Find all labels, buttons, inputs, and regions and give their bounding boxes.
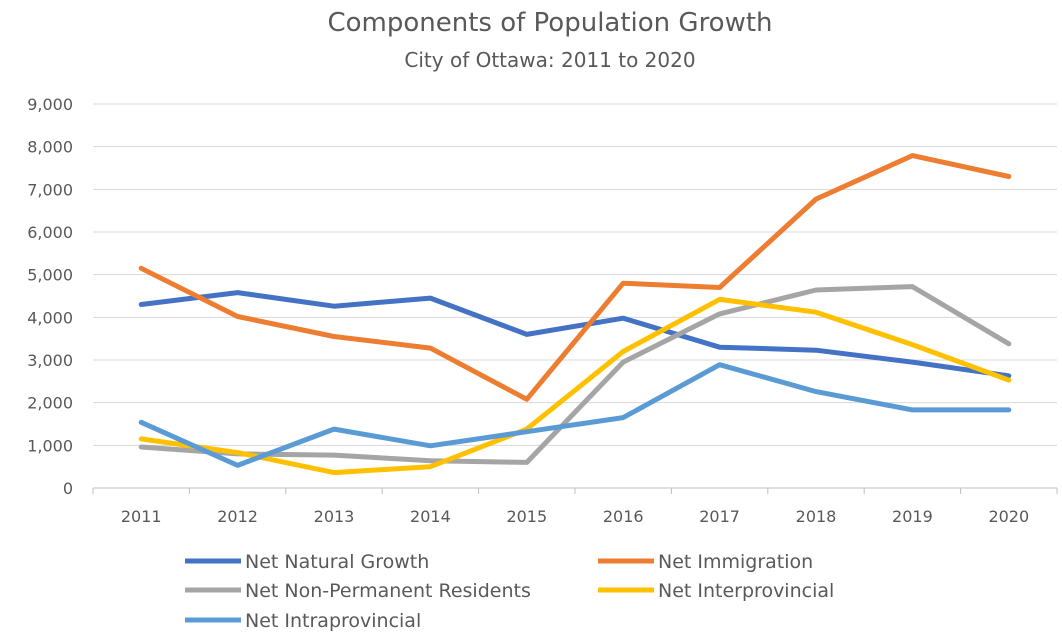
x-tick-label: 2018 (796, 507, 837, 526)
y-tick-label: 7,000 (27, 180, 73, 199)
legend-label: Net Intraprovincial (245, 610, 421, 632)
y-tick-label: 8,000 (27, 138, 73, 157)
x-tick-label: 2017 (699, 507, 740, 526)
x-tick-label: 2020 (988, 507, 1029, 526)
x-axis: 2011 2012 2013 2014 2015 2016 2017 2018 2019 2020 (92, 487, 1058, 526)
legend-item: Net Natural Growth (185, 551, 429, 573)
y-tick-label: 9,000 (27, 95, 73, 114)
legend-label: Net Non-Permanent Residents (245, 580, 531, 602)
chart-title: Components of Population Growth (327, 8, 773, 38)
x-tick-label: 2013 (314, 507, 355, 526)
y-axis: 0 1,000 2,000 3,000 4,000 5,000 6,000 7,000 8,00… (27, 95, 73, 498)
legend-label: Net Natural Growth (245, 551, 429, 573)
series-line (138, 153, 1012, 402)
x-tick-label: 2019 (892, 507, 933, 526)
y-tick-label: 3,000 (27, 351, 73, 370)
y-tick-label: 0 (63, 479, 73, 498)
gridlines (93, 103, 1057, 446)
x-tick-label: 2015 (506, 507, 547, 526)
y-tick-label: 2,000 (27, 394, 73, 413)
legend-label: Net Interprovincial (658, 580, 834, 602)
legend-item: Net Non-Permanent Residents (185, 580, 531, 602)
x-tick-label: 2016 (603, 507, 644, 526)
series-lines (138, 153, 1012, 476)
legend-item: Net Immigration (598, 551, 813, 573)
series-line (138, 284, 1012, 465)
legend-item: Net Intraprovincial (185, 610, 421, 632)
series-line (138, 362, 1012, 468)
y-tick-label: 4,000 (27, 308, 73, 327)
x-tick-label: 2012 (217, 507, 258, 526)
y-tick-label: 6,000 (27, 223, 73, 242)
chart-subtitle: City of Ottawa: 2011 to 2020 (404, 48, 696, 72)
x-tick-label: 2014 (410, 507, 451, 526)
x-tick-label: 2011 (121, 507, 162, 526)
y-tick-label: 1,000 (27, 436, 73, 455)
series-line (138, 290, 1012, 379)
y-tick-label: 5,000 (27, 266, 73, 285)
series-line (138, 296, 1012, 476)
legend-item: Net Interprovincial (598, 580, 834, 602)
legend-label: Net Immigration (658, 551, 813, 573)
legend: Net Natural Growth Net Immigration Net Non… (185, 551, 834, 632)
